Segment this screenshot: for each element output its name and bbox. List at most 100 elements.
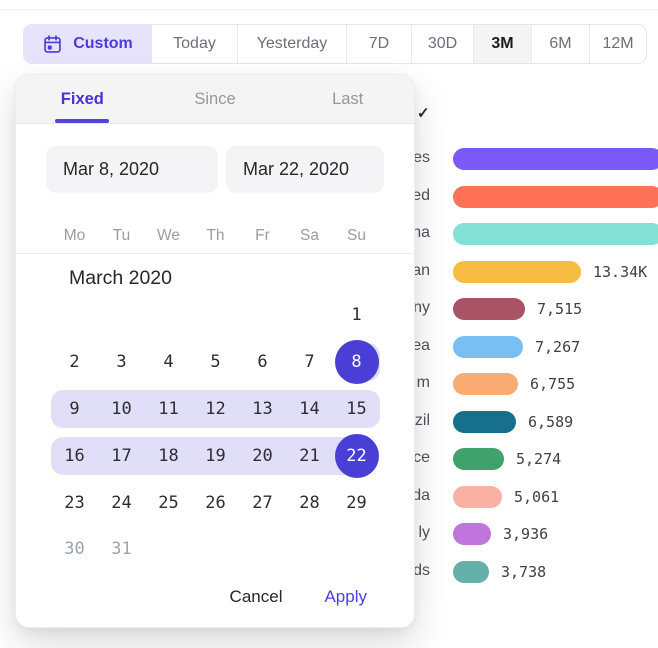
day-12[interactable]: 12 [205, 399, 226, 419]
chart-bar [453, 260, 581, 283]
chart-bar-value: 7,515 [537, 300, 583, 318]
chart-bar-label: ny [413, 299, 430, 316]
day-3[interactable]: 3 [116, 352, 127, 372]
chart-bar [453, 335, 523, 358]
chart-bar [453, 148, 658, 170]
day-31[interactable]: 31 [111, 539, 132, 559]
datepicker-popup: Fixed Since Last Mar 8, 2020 Mar 22, 2020 … [15, 74, 415, 628]
cancel-button[interactable]: Cancel [229, 587, 283, 606]
day-26[interactable]: 26 [205, 493, 226, 513]
day-19[interactable]: 19 [205, 446, 226, 466]
calendar-week-row: 9 10 11 12 13 14 15 [51, 390, 380, 428]
day-5[interactable]: 5 [210, 352, 221, 372]
weekday-tu: Tu [112, 227, 131, 244]
chart-bar-label: ly [418, 524, 430, 541]
range-highlight [51, 437, 357, 475]
day-29[interactable]: 29 [346, 493, 367, 513]
divider [16, 253, 414, 254]
day-28[interactable]: 28 [299, 493, 320, 513]
page-top-edge [0, 0, 658, 10]
chart-bar-label: an [412, 261, 430, 279]
weekday-we: We [157, 227, 180, 244]
day-18[interactable]: 18 [158, 446, 179, 466]
chart-bar-label: na [412, 224, 430, 241]
chart-bar-value: 5,061 [514, 487, 560, 506]
day-11[interactable]: 11 [158, 399, 179, 419]
active-tab-underline [55, 119, 110, 123]
day-23[interactable]: 23 [64, 493, 85, 513]
weekday-th: Th [206, 227, 225, 244]
chart-bar [453, 560, 489, 583]
range-segment-12m[interactable]: 12M [589, 25, 646, 63]
range-segment-30d[interactable]: 30D [411, 25, 473, 63]
weekday-mo: Mo [63, 227, 86, 244]
end-date-input[interactable]: Mar 22, 2020 [226, 146, 384, 193]
range-segment-label: Yesterday [256, 35, 328, 52]
checkmark-icon: ✓ [417, 105, 430, 122]
chart-bar-value: 3,738 [501, 562, 547, 581]
day-2[interactable]: 2 [69, 352, 80, 372]
day-1[interactable]: 1 [351, 305, 362, 325]
range-segment-yesterday[interactable]: Yesterday [237, 25, 346, 63]
chart-bar [453, 485, 502, 508]
range-segment-7d[interactable]: 7D [346, 25, 411, 63]
weekday-header-row: Mo Tu We Th Fr Sa Su [51, 227, 380, 245]
chart-bar-label: ea [412, 336, 430, 354]
date-range-segmented-control: Custom Today Yesterday 7D 30D 3M 6M 12M [23, 24, 647, 64]
day-8[interactable]: 8 [333, 352, 380, 372]
range-segment-3m[interactable]: 3M [473, 25, 531, 63]
day-16[interactable]: 16 [64, 446, 85, 466]
day-14[interactable]: 14 [299, 399, 320, 419]
chart-bar-label: m [416, 374, 430, 391]
tab-last[interactable]: Last [332, 89, 364, 108]
day-7[interactable]: 7 [304, 352, 315, 372]
tab-since[interactable]: Since [194, 89, 236, 108]
chart-bar [453, 223, 658, 245]
day-9[interactable]: 9 [69, 399, 80, 419]
range-segment-custom[interactable]: Custom [24, 25, 151, 63]
chart-bar-label: ce [413, 449, 430, 466]
day-30[interactable]: 30 [64, 539, 85, 559]
range-segment-label: Custom [73, 35, 133, 52]
range-segment-label: 3M [491, 35, 514, 52]
range-segment-6m[interactable]: 6M [531, 25, 589, 63]
day-22[interactable]: 22 [333, 446, 380, 466]
calendar-icon [42, 34, 63, 55]
chart-bar-value: 13.34K [593, 262, 648, 281]
chart-bar [453, 373, 518, 395]
day-27[interactable]: 27 [252, 493, 273, 513]
day-10[interactable]: 10 [111, 399, 132, 419]
datepicker-footer: Cancel Apply [230, 587, 367, 607]
chart-bar-value: 7,267 [535, 337, 581, 356]
calendar-week-row: 16 17 18 19 20 21 22 [51, 437, 380, 475]
day-25[interactable]: 25 [158, 493, 179, 513]
start-date-input[interactable]: Mar 8, 2020 [46, 146, 218, 193]
range-segment-today[interactable]: Today [151, 25, 237, 63]
tab-fixed[interactable]: Fixed [16, 75, 149, 123]
day-15[interactable]: 15 [346, 399, 367, 419]
chart-bar-value: 5,274 [516, 450, 562, 468]
range-segment-label: 12M [602, 35, 634, 52]
apply-button[interactable]: Apply [324, 587, 367, 606]
weekday-fr: Fr [255, 227, 270, 244]
calendar-week-row: 30 31 [51, 530, 380, 568]
range-highlight [51, 390, 380, 428]
weekday-su: Su [347, 227, 366, 244]
day-20[interactable]: 20 [252, 446, 273, 466]
day-13[interactable]: 13 [252, 399, 273, 419]
calendar-week-row: 23 24 25 26 27 28 29 [51, 484, 380, 522]
weekday-sa: Sa [300, 227, 319, 244]
chart-bar [453, 523, 491, 545]
chart-bar-label: zil [414, 411, 430, 429]
day-21[interactable]: 21 [299, 446, 320, 466]
day-17[interactable]: 17 [111, 446, 132, 466]
datepicker-tabs: Fixed Since Last [16, 75, 414, 124]
day-4[interactable]: 4 [163, 352, 174, 372]
chart-bar [453, 298, 525, 320]
chart-bar-label: da [412, 486, 430, 504]
day-6[interactable]: 6 [257, 352, 268, 372]
day-24[interactable]: 24 [111, 493, 132, 513]
month-label: March 2020 [69, 267, 172, 289]
range-segment-label: 6M [549, 35, 572, 52]
